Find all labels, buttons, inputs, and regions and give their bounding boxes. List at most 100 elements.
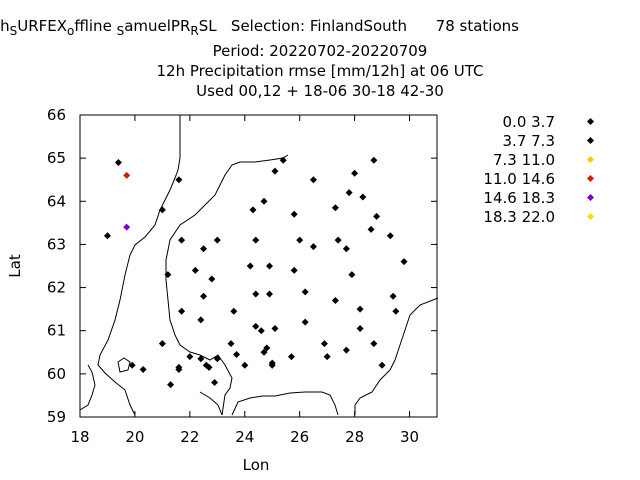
legend-label: 14.6 18.3 xyxy=(483,189,555,207)
station-marker xyxy=(367,225,375,233)
coastline-south xyxy=(231,391,339,416)
station-marker xyxy=(271,325,279,333)
station-marker xyxy=(230,307,238,315)
station-marker xyxy=(309,176,317,184)
station-marker xyxy=(252,290,260,298)
station-marker xyxy=(265,290,273,298)
station-marker xyxy=(167,381,175,389)
legend-diamond-icon xyxy=(587,194,594,201)
station-marker xyxy=(331,297,339,305)
station-marker xyxy=(260,197,268,205)
x-axis-label: Lon xyxy=(243,456,270,474)
station-marker xyxy=(178,307,186,315)
island-aland xyxy=(117,357,131,373)
station-marker xyxy=(356,325,364,333)
station-marker xyxy=(309,243,317,251)
station-marker xyxy=(227,340,235,348)
station-marker xyxy=(246,262,254,270)
station-marker xyxy=(175,176,183,184)
legend-diamond-icon xyxy=(587,137,594,144)
legend-label: 11.0 14.6 xyxy=(483,170,555,188)
station-marker xyxy=(290,266,298,274)
title-line-4: Used 00,12 + 18-06 30-18 42-30 xyxy=(196,82,444,100)
station-marker xyxy=(213,355,221,363)
x-tick-label: 26 xyxy=(290,428,309,446)
station-marker xyxy=(323,353,331,361)
legend-entry: 11.0 14.6 xyxy=(455,170,605,189)
station-marker xyxy=(205,363,213,371)
station-marker xyxy=(249,206,257,214)
coastline-gulf xyxy=(199,391,223,416)
y-axis-label: Lat xyxy=(6,254,24,278)
station-marker xyxy=(186,353,194,361)
legend-diamond-icon xyxy=(587,213,594,220)
coastline-east-border xyxy=(354,297,439,415)
station-marker xyxy=(200,292,208,300)
coastline-west xyxy=(97,115,181,416)
legend-entry: 3.7 7.3 xyxy=(455,132,605,151)
station-marker xyxy=(290,210,298,218)
station-marker xyxy=(197,316,205,324)
legend-diamond-icon xyxy=(587,175,594,182)
legend-entry: 14.6 18.3 xyxy=(455,189,605,208)
plot-frame xyxy=(79,114,438,418)
station-marker xyxy=(257,327,265,335)
station-marker xyxy=(197,355,205,363)
station-marker xyxy=(370,340,378,348)
station-marker xyxy=(392,307,400,315)
y-tick-label: 60 xyxy=(47,365,66,383)
station-marker xyxy=(241,361,249,369)
station-marker xyxy=(301,288,309,296)
station-marker xyxy=(211,378,219,386)
station-marker xyxy=(213,236,221,244)
station-marker xyxy=(252,236,260,244)
station-marker xyxy=(342,245,350,253)
station-marker xyxy=(359,193,367,201)
legend: 0.0 3.7 3.7 7.3 7.3 11.0 11.0 14.6 14.6 18.3… xyxy=(455,113,605,227)
legend-diamond-icon xyxy=(587,156,594,163)
station-marker xyxy=(158,206,166,214)
legend-entry: 0.0 3.7 xyxy=(455,113,605,132)
station-marker xyxy=(386,232,394,240)
coastline-estonia xyxy=(79,364,96,411)
station-marker xyxy=(378,361,386,369)
station-marker xyxy=(123,171,131,179)
station-marker xyxy=(370,156,378,164)
x-tick-label: 22 xyxy=(180,428,199,446)
y-tick-label: 63 xyxy=(47,235,66,253)
y-tick-label: 64 xyxy=(47,192,66,210)
station-marker xyxy=(191,266,199,274)
station-marker xyxy=(331,204,339,212)
coastline-finland-west xyxy=(165,154,289,416)
station-marker xyxy=(301,318,309,326)
title-line-2: Period: 20220702-20220709 xyxy=(212,42,428,60)
station-marker xyxy=(200,245,208,253)
station-marker xyxy=(139,366,147,374)
station-marker xyxy=(351,169,359,177)
legend-entry: 18.3 22.0 xyxy=(455,208,605,227)
station-marker xyxy=(373,212,381,220)
station-marker xyxy=(233,350,241,358)
station-marker xyxy=(158,340,166,348)
station-marker xyxy=(389,292,397,300)
y-tick-label: 62 xyxy=(47,279,66,297)
y-tick-label: 61 xyxy=(47,322,66,340)
title-line-3: 12h Precipitation rmse [mm/12h] at 06 UT… xyxy=(156,62,484,80)
station-marker xyxy=(342,346,350,354)
x-tick-label: 18 xyxy=(70,428,89,446)
station-marker xyxy=(400,258,408,266)
legend-diamond-icon xyxy=(587,118,594,125)
station-marker xyxy=(265,262,273,270)
station-marker xyxy=(268,361,276,369)
station-marker xyxy=(279,156,287,164)
station-marker xyxy=(287,353,295,361)
station-marker xyxy=(128,361,136,369)
title-line-1: 46hSURFEXoffline SamuelPRRSL Selection: … xyxy=(0,17,519,38)
legend-label: 7.3 11.0 xyxy=(492,151,555,169)
coastline-layer xyxy=(79,115,439,416)
station-marker xyxy=(345,189,353,197)
station-marker xyxy=(175,366,183,374)
station-marker xyxy=(348,271,356,279)
station-marker xyxy=(103,232,111,240)
